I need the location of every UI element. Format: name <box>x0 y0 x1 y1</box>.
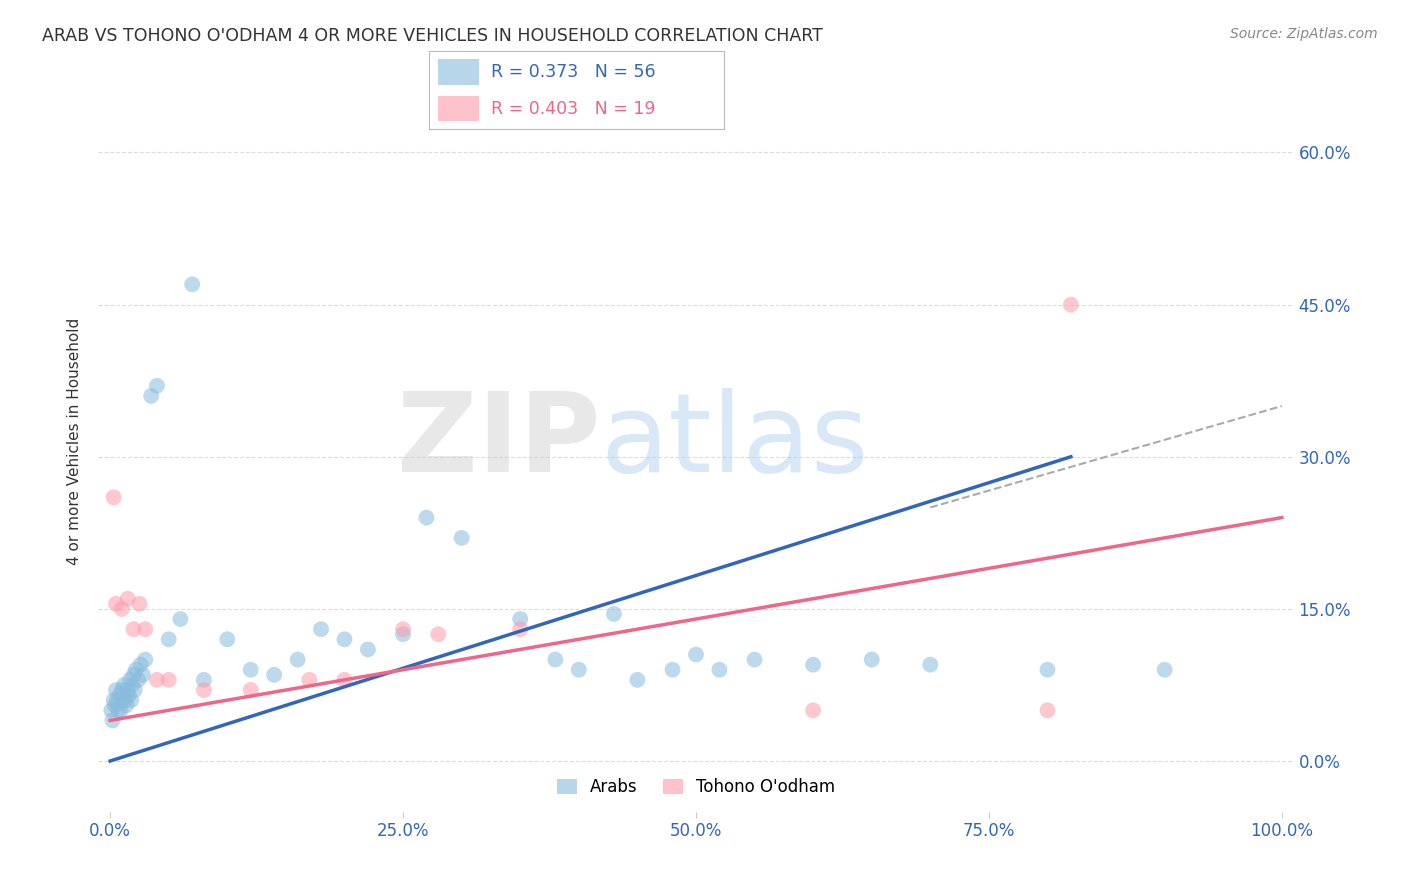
Text: ZIP: ZIP <box>396 388 600 495</box>
Point <box>134 652 156 666</box>
Point <box>134 622 156 636</box>
Point <box>193 673 215 687</box>
Point <box>392 627 415 641</box>
Point <box>114 693 136 707</box>
Point <box>744 652 766 666</box>
Point <box>121 678 143 692</box>
Point <box>169 612 191 626</box>
Point <box>129 657 152 672</box>
Point <box>801 657 824 672</box>
Point <box>112 693 135 707</box>
Point <box>107 703 129 717</box>
Point <box>709 663 731 677</box>
Point <box>415 510 437 524</box>
Point <box>118 688 141 702</box>
Point <box>427 627 450 641</box>
Point <box>392 622 415 636</box>
Point <box>333 673 356 687</box>
Point <box>801 703 824 717</box>
Point <box>124 683 146 698</box>
Legend: Arabs, Tohono O'odham: Arabs, Tohono O'odham <box>548 770 844 804</box>
Point <box>117 591 139 606</box>
Point <box>1153 663 1175 677</box>
Point <box>626 673 648 687</box>
Point <box>193 683 215 698</box>
Point <box>1060 298 1083 312</box>
Point <box>146 673 169 687</box>
Point <box>105 693 128 707</box>
Point <box>105 597 128 611</box>
Text: R = 0.403   N = 19: R = 0.403 N = 19 <box>491 100 655 118</box>
Point <box>860 652 883 666</box>
Point <box>103 491 125 505</box>
Point <box>661 663 683 677</box>
Point <box>1036 703 1059 717</box>
Point <box>104 698 127 713</box>
Point <box>298 673 321 687</box>
Point <box>239 663 262 677</box>
Point <box>122 622 145 636</box>
Point <box>287 652 309 666</box>
Point <box>115 698 138 713</box>
Point <box>127 673 149 687</box>
Point <box>111 683 134 698</box>
Point <box>101 714 124 728</box>
Point <box>157 632 180 647</box>
Point <box>509 622 531 636</box>
Point <box>309 622 332 636</box>
Point <box>603 607 626 621</box>
Point <box>122 668 145 682</box>
Point <box>146 378 169 392</box>
Point <box>181 277 204 292</box>
Text: atlas: atlas <box>600 388 869 495</box>
Point <box>103 693 125 707</box>
Text: Source: ZipAtlas.com: Source: ZipAtlas.com <box>1230 27 1378 41</box>
Point <box>509 612 531 626</box>
Point <box>333 632 356 647</box>
Point <box>141 389 163 403</box>
Point <box>920 657 942 672</box>
Point <box>157 673 180 687</box>
Point <box>685 648 707 662</box>
Point <box>132 668 155 682</box>
Point <box>105 683 128 698</box>
Text: R = 0.373   N = 56: R = 0.373 N = 56 <box>491 63 655 81</box>
Bar <box>437 60 479 85</box>
Point <box>128 597 150 611</box>
Point <box>239 683 262 698</box>
Point <box>108 688 131 702</box>
Point <box>111 602 134 616</box>
Point <box>568 663 591 677</box>
Point <box>120 693 142 707</box>
Point <box>357 642 380 657</box>
Point <box>1036 663 1059 677</box>
Point <box>125 663 148 677</box>
Y-axis label: 4 or more Vehicles in Household: 4 or more Vehicles in Household <box>67 318 83 566</box>
Point <box>263 668 285 682</box>
Point <box>110 703 132 717</box>
Point <box>100 703 122 717</box>
Point <box>217 632 239 647</box>
Point <box>450 531 472 545</box>
Bar <box>437 96 479 121</box>
Point <box>544 652 567 666</box>
Point <box>117 683 139 698</box>
Point <box>112 678 135 692</box>
Point <box>120 673 141 687</box>
Text: ARAB VS TOHONO O'ODHAM 4 OR MORE VEHICLES IN HOUSEHOLD CORRELATION CHART: ARAB VS TOHONO O'ODHAM 4 OR MORE VEHICLE… <box>42 27 823 45</box>
